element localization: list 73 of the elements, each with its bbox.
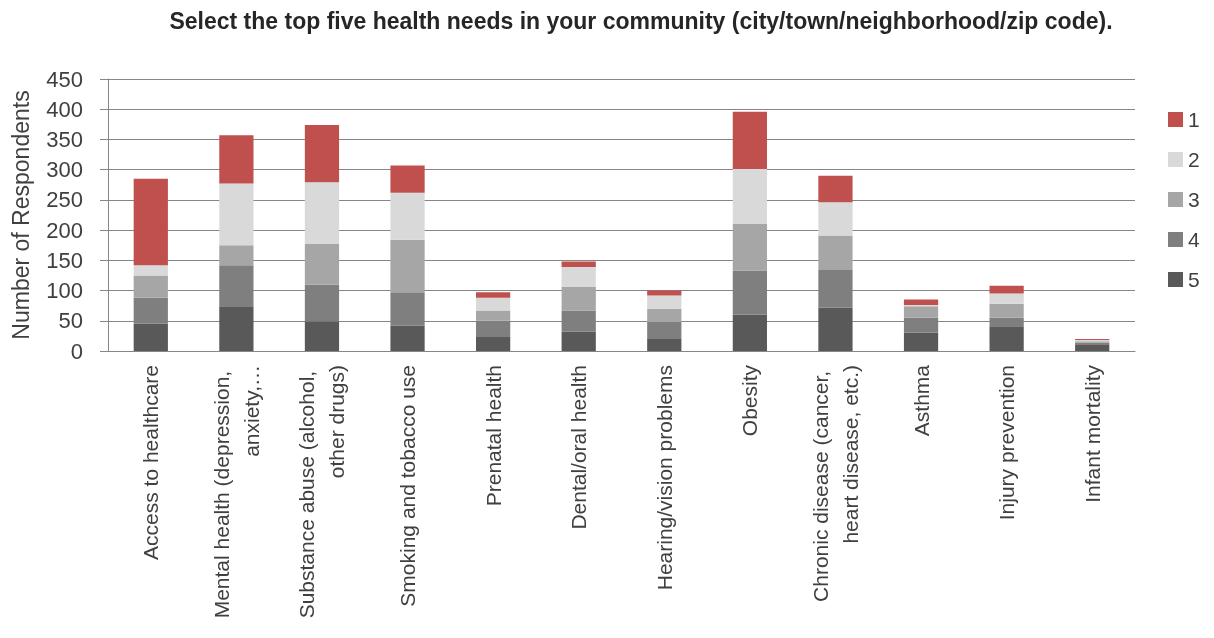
y-tick-label: 350: [46, 126, 83, 152]
y-tick-label: 150: [46, 247, 83, 273]
bar: [903, 332, 939, 351]
bar: [476, 337, 511, 351]
bar: [133, 265, 168, 276]
bar: [390, 325, 425, 351]
legend-label: 2: [1188, 148, 1200, 171]
y-tick-label: 200: [46, 217, 83, 243]
bar: [732, 111, 767, 170]
bar: [989, 326, 1024, 351]
bar: [561, 286, 596, 311]
y-tick-label: 100: [46, 278, 83, 304]
bar: [647, 308, 682, 322]
bar: [561, 266, 596, 287]
x-tick-label: Access to healthcare: [139, 365, 163, 560]
bar: [732, 314, 767, 351]
bar: [818, 175, 853, 203]
bar: [476, 310, 511, 321]
y-tick-label: 250: [46, 187, 83, 213]
bar: [390, 192, 425, 240]
bar: [133, 323, 168, 351]
bar: [1075, 344, 1110, 351]
x-tick-label: Chronic disease (cancer, heart disease, etc.): [808, 365, 862, 602]
legend-label: 1: [1188, 108, 1200, 131]
bar: [219, 183, 254, 246]
bar: [561, 331, 596, 351]
bar: [989, 293, 1024, 304]
bar: [818, 307, 853, 351]
x-tick-label: Prenatal health: [481, 365, 505, 507]
y-tick-label: 400: [46, 96, 83, 122]
bar: [989, 303, 1024, 318]
bar: [989, 285, 1024, 294]
bar: [647, 295, 682, 309]
x-tick-label: Asthma: [909, 364, 933, 437]
legend-label: 3: [1188, 188, 1200, 211]
bar: [133, 275, 168, 298]
bar: [304, 182, 340, 245]
x-tick-label: Hearing/vision problems: [652, 365, 676, 591]
bar: [561, 261, 596, 267]
bar: [304, 124, 340, 183]
x-tick-label: Obesity: [738, 364, 762, 437]
bar: [732, 224, 767, 271]
x-tick-label: Smoking and tobacco use: [396, 365, 420, 607]
bar: [219, 245, 254, 266]
bar: [390, 165, 425, 193]
y-axis-title: Number of Respondents: [7, 90, 34, 340]
x-tick-label: Mental health (depression, anxiety,…: [209, 365, 263, 619]
bar: [732, 169, 767, 225]
bar: [903, 299, 939, 306]
legend-label: 5: [1188, 268, 1200, 291]
x-tick-label: Substance abuse (alcohol, other drugs): [295, 365, 349, 619]
bar: [133, 178, 168, 266]
bar: [903, 306, 939, 318]
bar: [818, 235, 853, 270]
bar: [476, 292, 511, 298]
bar: [647, 321, 682, 339]
y-tick-label: 300: [46, 157, 83, 183]
chart-title: Select the top five health needs in your community (city/town/neighborhood/zip code).: [169, 7, 1113, 34]
legend-label: 4: [1188, 228, 1200, 251]
bar: [647, 338, 682, 351]
bar: [390, 239, 425, 293]
bar: [219, 306, 254, 351]
x-tick-label: Injury prevention: [995, 365, 1019, 521]
x-tick-label: Dental/oral health: [567, 365, 591, 530]
bar: [304, 321, 340, 351]
y-tick-label: 0: [70, 338, 83, 364]
bar: [818, 202, 853, 236]
x-tick-label: Infant mortality: [1080, 364, 1104, 503]
bar: [219, 135, 254, 184]
bar: [476, 297, 511, 311]
bar: [304, 244, 340, 285]
y-tick-label: 50: [58, 308, 83, 334]
y-tick-label: 450: [46, 66, 83, 92]
